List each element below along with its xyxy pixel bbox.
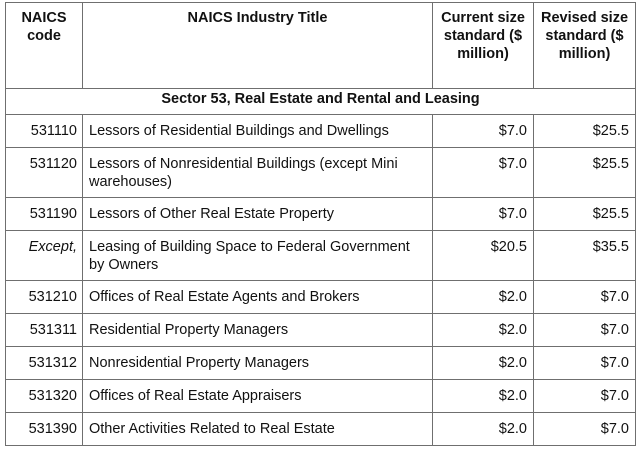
table-row: 531190 Lessors of Other Real Estate Prop… (5, 197, 636, 231)
naics-code: 531312 (5, 346, 83, 380)
revised-standard: $7.0 (533, 313, 636, 347)
revised-standard: $25.5 (533, 114, 636, 148)
table-row: 531320 Offices of Real Estate Appraisers… (5, 379, 636, 413)
naics-code: 531120 (5, 147, 83, 198)
current-standard: $7.0 (432, 147, 534, 198)
current-standard: $2.0 (432, 412, 534, 446)
revised-standard: $35.5 (533, 230, 636, 281)
size-standards-table: NAICS code NAICS Industry Title Current … (5, 2, 636, 446)
naics-code: 531311 (5, 313, 83, 347)
table-row: Except, Leasing of Building Space to Fed… (5, 230, 636, 281)
current-standard: $2.0 (432, 280, 534, 314)
current-standard: $20.5 (432, 230, 534, 281)
table-row: 531311 Residential Property Managers $2.… (5, 313, 636, 347)
revised-standard: $7.0 (533, 346, 636, 380)
current-standard: $7.0 (432, 197, 534, 231)
naics-code: Except, (5, 230, 83, 281)
current-standard: $2.0 (432, 379, 534, 413)
table-row: 531312 Nonresidential Property Managers … (5, 346, 636, 380)
header-industry-title: NAICS Industry Title (82, 2, 433, 89)
sector-title: Sector 53, Real Estate and Rental and Le… (5, 88, 636, 115)
industry-title: Lessors of Nonresidential Buildings (exc… (82, 147, 433, 198)
naics-code: 531190 (5, 197, 83, 231)
naics-code: 531320 (5, 379, 83, 413)
industry-title: Lessors of Other Real Estate Property (82, 197, 433, 231)
current-standard: $2.0 (432, 346, 534, 380)
revised-standard: $25.5 (533, 147, 636, 198)
industry-title: Residential Property Managers (82, 313, 433, 347)
industry-title: Offices of Real Estate Appraisers (82, 379, 433, 413)
header-naics-code: NAICS code (5, 2, 83, 89)
header-current-standard: Current size standard ($ million) (432, 2, 534, 89)
industry-title: Other Activities Related to Real Estate (82, 412, 433, 446)
table-row: 531120 Lessors of Nonresidential Buildin… (5, 147, 636, 198)
revised-standard: $25.5 (533, 197, 636, 231)
table-row: 531390 Other Activities Related to Real … (5, 412, 636, 446)
revised-standard: $7.0 (533, 379, 636, 413)
naics-code: 531210 (5, 280, 83, 314)
current-standard: $2.0 (432, 313, 534, 347)
industry-title: Nonresidential Property Managers (82, 346, 433, 380)
revised-standard: $7.0 (533, 280, 636, 314)
naics-code: 531390 (5, 412, 83, 446)
table-row: 531210 Offices of Real Estate Agents and… (5, 280, 636, 314)
industry-title: Offices of Real Estate Agents and Broker… (82, 280, 433, 314)
industry-title: Leasing of Building Space to Federal Gov… (82, 230, 433, 281)
sector-row: Sector 53, Real Estate and Rental and Le… (5, 88, 636, 115)
revised-standard: $7.0 (533, 412, 636, 446)
current-standard: $7.0 (432, 114, 534, 148)
naics-code: 531110 (5, 114, 83, 148)
table-row: 531110 Lessors of Residential Buildings … (5, 114, 636, 148)
header-revised-standard: Revised size standard ($ million) (533, 2, 636, 89)
industry-title: Lessors of Residential Buildings and Dwe… (82, 114, 433, 148)
header-row: NAICS code NAICS Industry Title Current … (5, 2, 636, 89)
